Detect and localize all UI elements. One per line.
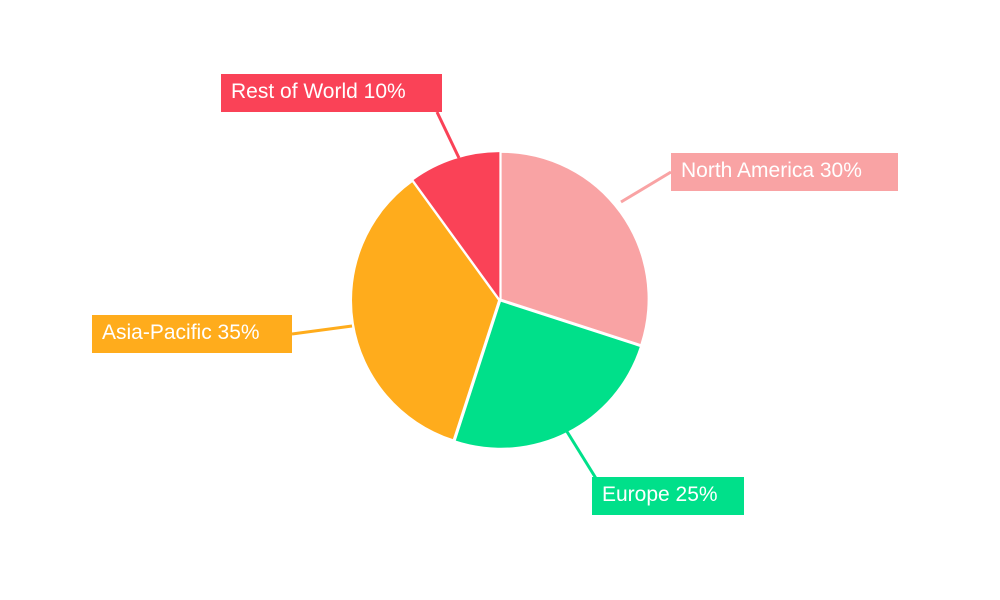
- pie-slice-group: [352, 152, 648, 448]
- slice-label-asia-pacific-text: Asia-Pacific 35%: [102, 321, 260, 344]
- leader-line-north-america: [620, 170, 672, 204]
- pie-slice-north-america[interactable]: [501, 152, 648, 344]
- leader-line-europe: [564, 429, 599, 481]
- slice-label-north-america-text: North America 30%: [681, 159, 862, 182]
- slice-label-rest-of-world-text: Rest of World 10%: [231, 80, 406, 103]
- slice-label-asia-pacific: Asia-Pacific 35%: [92, 315, 292, 353]
- slice-label-rest-of-world: Rest of World 10%: [221, 74, 442, 112]
- leader-line-group: [291, 111, 672, 481]
- slice-label-europe-text: Europe 25%: [602, 483, 718, 506]
- slice-label-europe: Europe 25%: [592, 477, 744, 515]
- leader-line-rest-of-world: [435, 111, 461, 159]
- leader-line-asia-pacific: [291, 324, 353, 336]
- pie-slice-rest-of-world[interactable]: [413, 152, 500, 299]
- pie-slice-europe[interactable]: [455, 301, 640, 448]
- slice-label-north-america: North America 30%: [671, 153, 898, 191]
- pie-slice-asia-pacific[interactable]: [352, 182, 499, 440]
